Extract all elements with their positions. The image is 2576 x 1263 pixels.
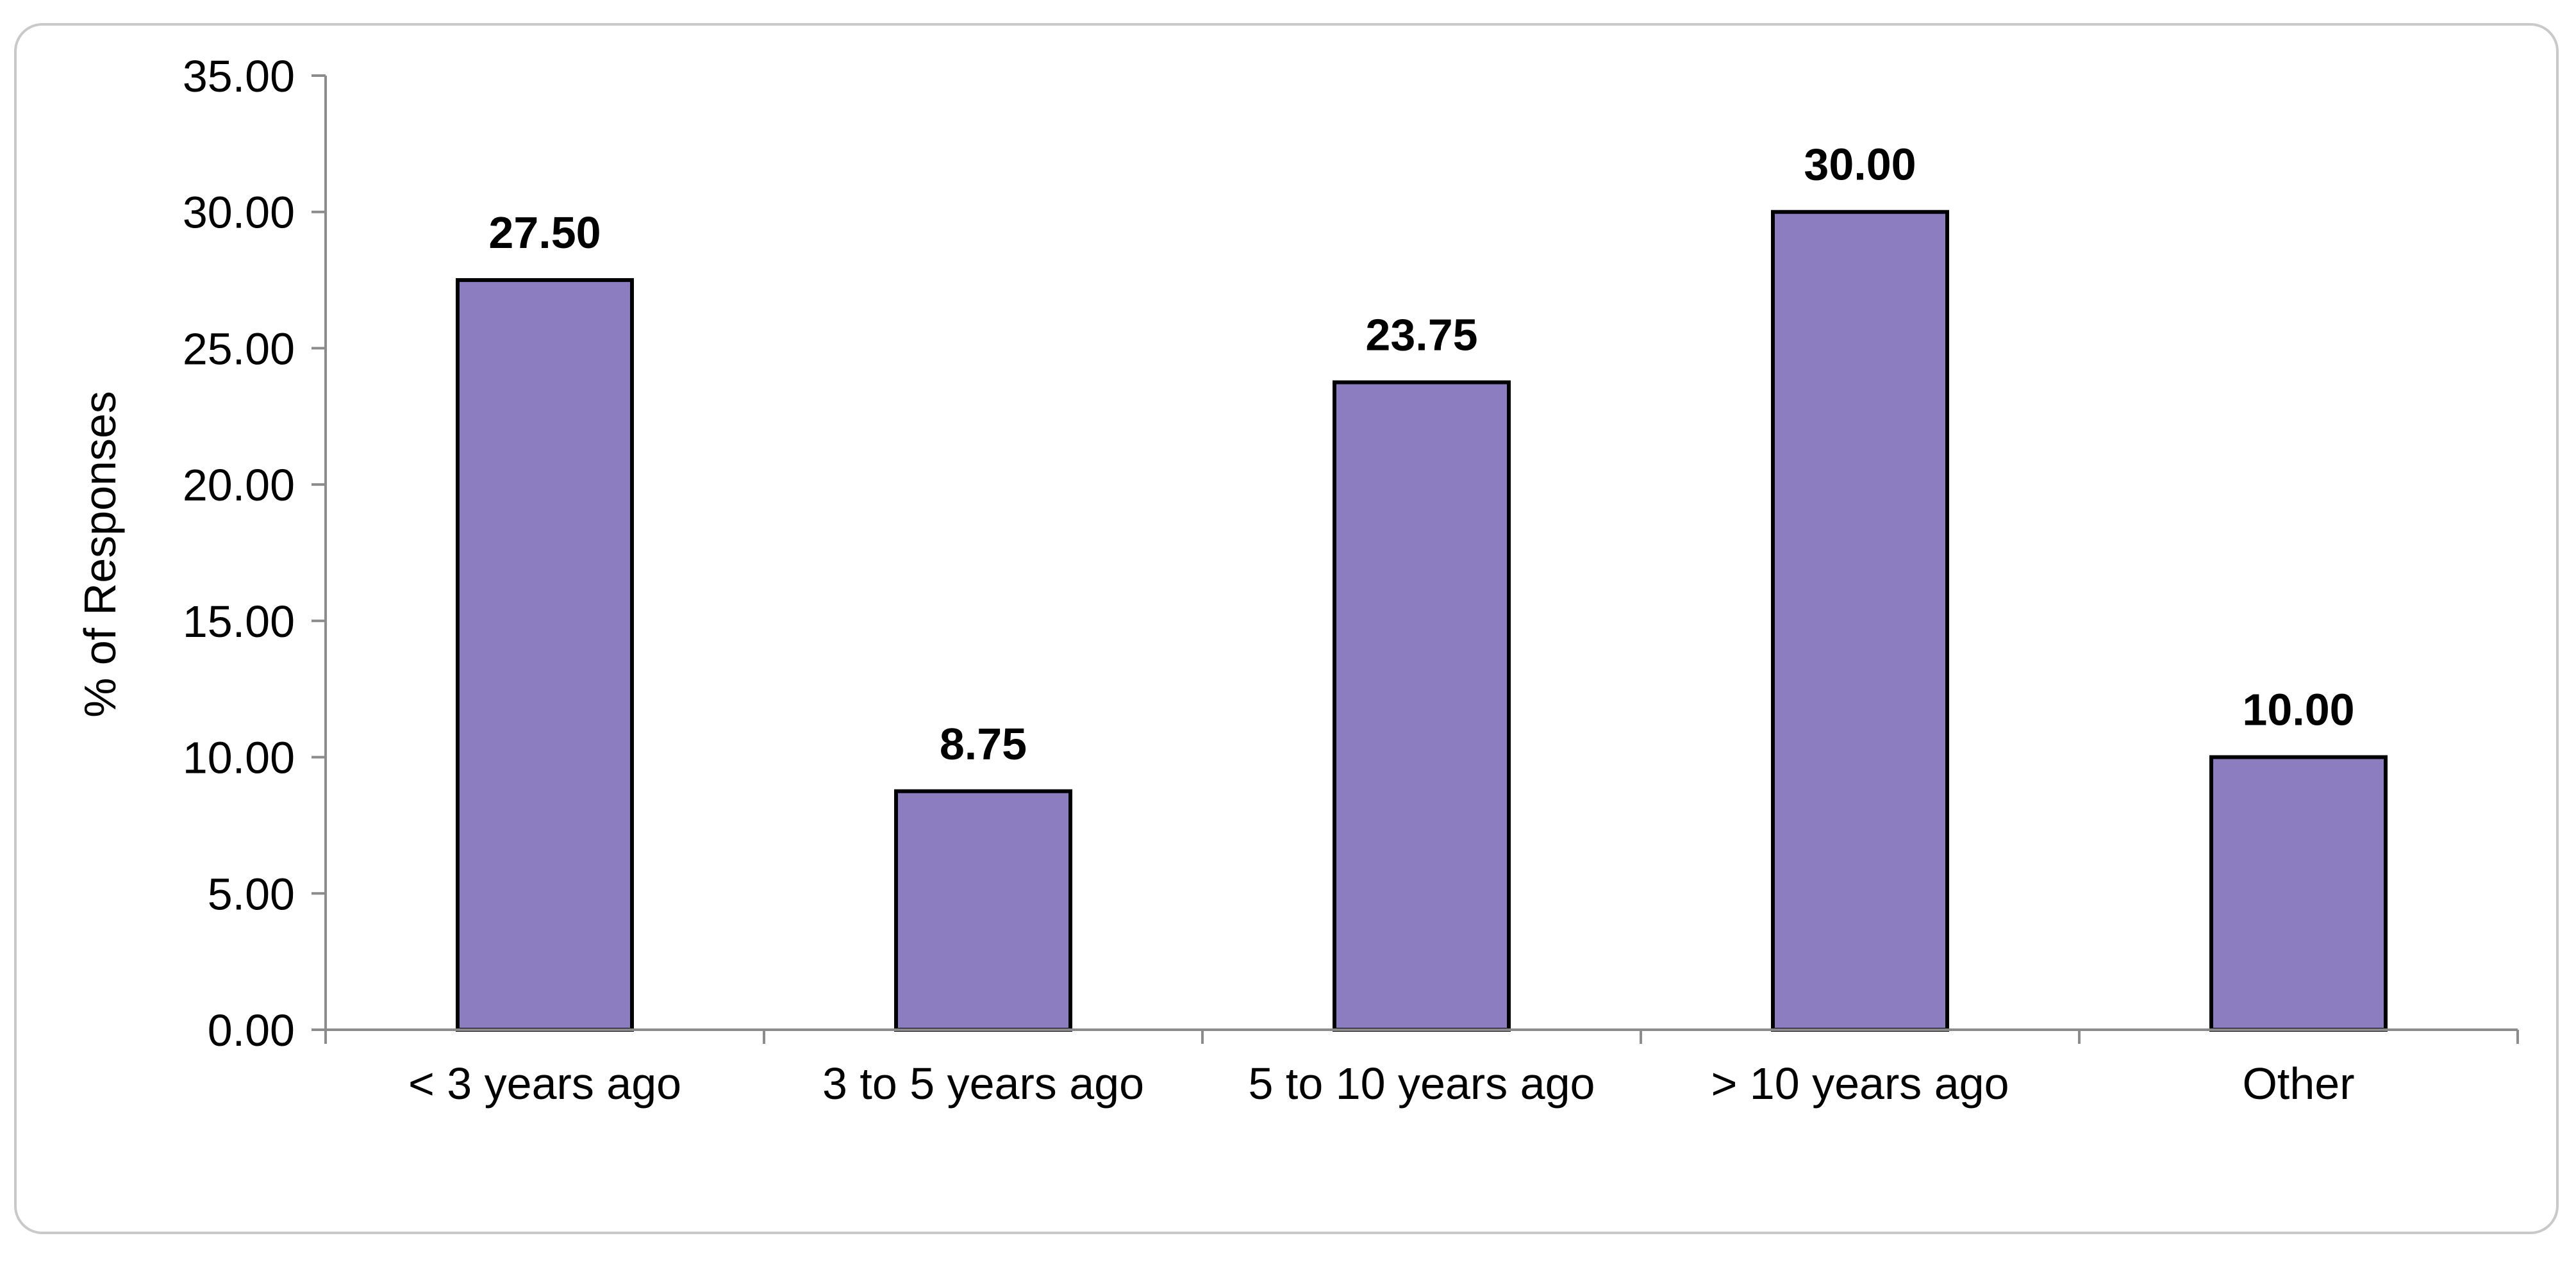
chart-frame: [14, 23, 2559, 1234]
x-tick-label: 3 to 5 years ago: [822, 1059, 1144, 1109]
y-tick-label: 25.00: [183, 324, 295, 374]
y-axis-title-group: % of Responses: [75, 391, 125, 718]
y-tick-label: 5.00: [208, 869, 295, 919]
x-axis-ticks: < 3 years ago 3 to 5 years ago 5 to 10 yea…: [324, 1030, 2519, 1109]
x-tick-label: > 10 years ago: [1711, 1059, 2009, 1109]
y-tick-label: 0.00: [208, 1005, 295, 1055]
data-label: 10.00: [2242, 685, 2354, 735]
axes: [324, 76, 2518, 1031]
x-tick-label: < 3 years ago: [408, 1059, 681, 1109]
y-axis-ticks: 0.00 5.00 10.00 15.00 20.00 25.00 30.00 35.00: [183, 51, 326, 1055]
x-tick-label: 5 to 10 years ago: [1249, 1059, 1595, 1109]
y-tick-label: 30.00: [183, 188, 295, 238]
y-tick-label: 15.00: [183, 597, 295, 647]
data-label: 27.50: [488, 208, 601, 258]
bar: [2209, 755, 2388, 1032]
data-label: 23.75: [1365, 310, 1477, 360]
data-label: 8.75: [940, 719, 1027, 769]
bar: [1333, 380, 1511, 1032]
x-tick-label: Other: [2242, 1059, 2354, 1109]
data-label: 30.00: [1804, 140, 1916, 190]
y-tick-label: 35.00: [183, 51, 295, 101]
y-tick-label: 20.00: [183, 460, 295, 510]
bar: [456, 278, 634, 1032]
bar: [1771, 210, 1949, 1032]
y-tick-label: 10.00: [183, 733, 295, 783]
y-axis-title: % of Responses: [75, 391, 125, 718]
bar: [894, 789, 1072, 1032]
bars: 27.50 8.75 23.75 30.00 10.00: [456, 140, 2388, 1032]
